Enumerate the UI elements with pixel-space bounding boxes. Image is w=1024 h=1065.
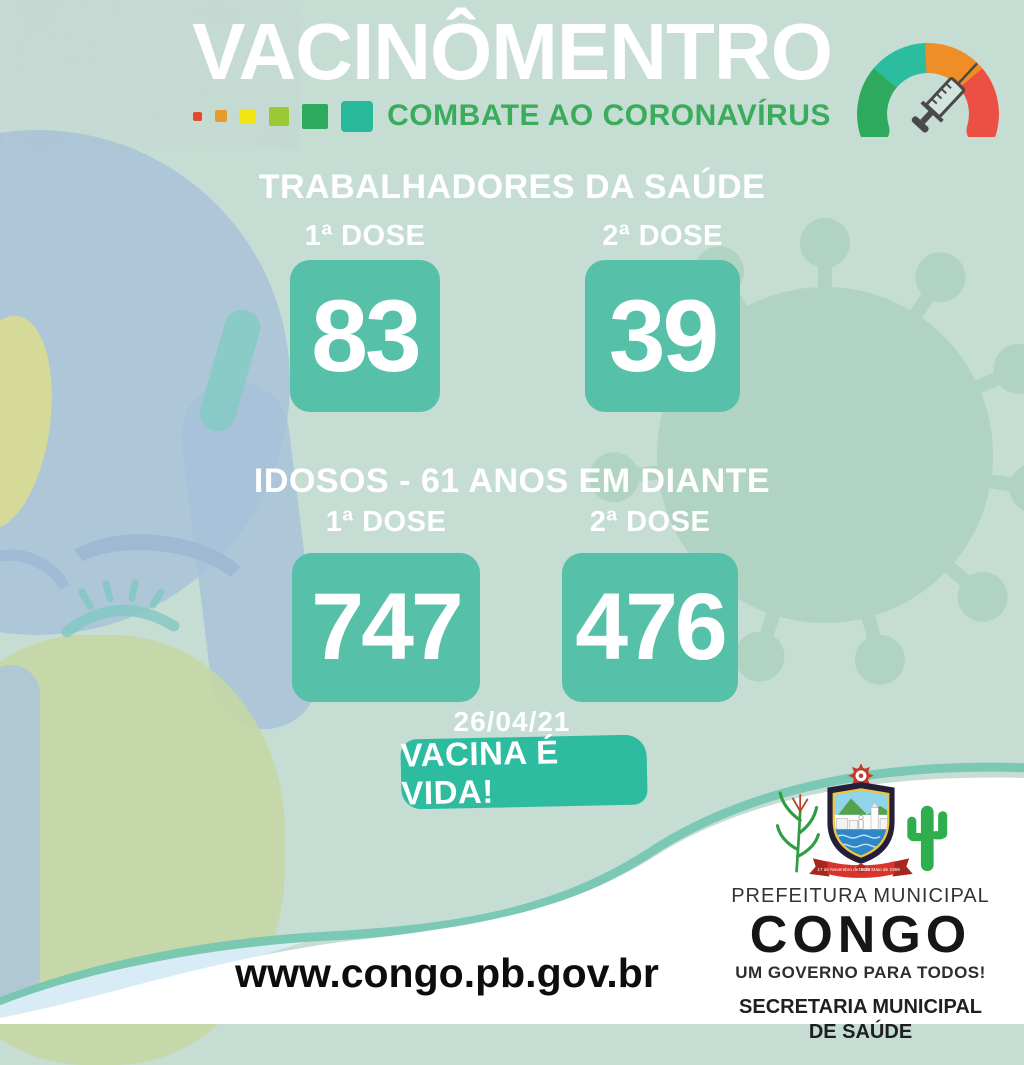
vaccine-gauge-icon [857,43,999,137]
scale-square-red [193,111,203,121]
gauge-segment-orange [925,43,983,89]
crest-corn-icon [775,791,820,873]
department-line1: SECRETARIA MUNICIPAL [739,996,982,1018]
scale-square-lime [269,106,290,126]
crest-ribbon-date-right: 15 de Maio de 1959 [858,867,900,872]
crest-cactus-icon [906,805,947,872]
section-heading-elderly: IDOSOS - 61 ANOS EM DIANTE [253,462,771,500]
scale-square-yellow [240,108,257,124]
wave-teal-edge [0,762,1024,1007]
background-illustration [0,130,1024,1065]
crest-star-icon [847,763,874,789]
dose-label: 1ª DOSE [304,220,426,252]
scale-square-orange [215,110,228,122]
slogan-text: VACINA É VIDA! [400,733,559,812]
dose-count: 39 [608,278,719,393]
report-date: 26/04/21 [453,706,571,737]
gauge-segment-teal [873,43,928,89]
coronavirus-silhouette-icon [589,218,1024,685]
dose-label: 2ª DOSE [602,220,723,252]
org-slogan: UM GOVERNO PARA TODOS! [735,963,986,982]
dose-count: 476 [575,574,728,680]
org-name: CONGO [749,906,972,964]
dose-label: 2ª DOSE [589,506,711,538]
dose-counter-box: 747 [292,553,480,702]
dose-count: 747 [311,574,464,680]
color-scale-squares [193,100,374,132]
dose-counter-box: 83 [290,260,440,412]
congo-coat-of-arms: 17 de Novembro de 1871 15 de Maio de 195… [775,763,947,878]
org-type-label: PREFEITURA MUNICIPAL [731,885,990,907]
page-subtitle: COMBATE AO CORONAVÍRUS [387,99,831,132]
crest-shield [826,782,895,864]
dose-label: 1ª DOSE [325,506,447,538]
syringe-icon [911,62,979,133]
scale-square-green [302,103,329,129]
website-link[interactable]: www.congo.pb.gov.br [235,950,659,996]
bottom-wave [0,762,1024,1024]
gauge-segment-green [857,63,901,137]
gauge-segment-red [955,63,999,137]
wave-white-area [0,777,1024,1024]
dose-counter-box: 476 [562,553,738,702]
municipality-logo-block: 17 de Novembro de 1871 15 de Maio de 195… [718,763,1003,1045]
crest-ribbon: 17 de Novembro de 1871 15 de Maio de 195… [808,858,913,878]
crest-ribbon-date-left: 17 de Novembro de 1871 [817,867,870,872]
section-heading-health-workers: TRABALHADORES DA SAÚDE [258,168,766,206]
dose-counter-box: 39 [585,260,740,412]
dose-count: 83 [311,278,421,393]
slogan-badge: VACINA É VIDA! [400,733,648,812]
eye-lashes-icon [61,579,180,638]
blue-edge-shape [0,665,40,1005]
crest-corn-tassel [791,793,808,813]
scale-square-teal [341,100,374,132]
